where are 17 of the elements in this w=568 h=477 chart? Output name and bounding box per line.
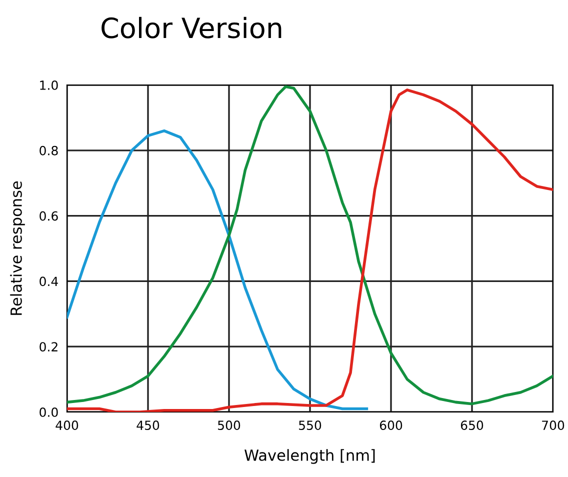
chart-title: Color Version <box>102 16 282 38</box>
y-tick-label: 1.0 <box>40 80 58 90</box>
x-axis-title: Wavelength [nm] <box>244 449 375 464</box>
y-tick-label: 0.6 <box>40 211 58 221</box>
y-tick-label: 0.2 <box>40 342 58 352</box>
y-tick-label: 0.4 <box>40 276 58 286</box>
x-tick-label: 400 <box>56 420 78 430</box>
x-tick-label: 550 <box>299 420 322 430</box>
y-axis-title: Relative response <box>10 181 25 315</box>
x-tick-label: 700 <box>542 420 564 430</box>
x-tick-label: 650 <box>460 420 484 430</box>
y-tick-label: 0.0 <box>40 407 58 417</box>
line-series <box>67 129 368 410</box>
x-tick-label: 500 <box>218 420 240 430</box>
x-tick-label: 450 <box>136 420 160 430</box>
x-tick-label: 600 <box>380 420 402 430</box>
y-tick-label: 0.8 <box>40 146 58 156</box>
